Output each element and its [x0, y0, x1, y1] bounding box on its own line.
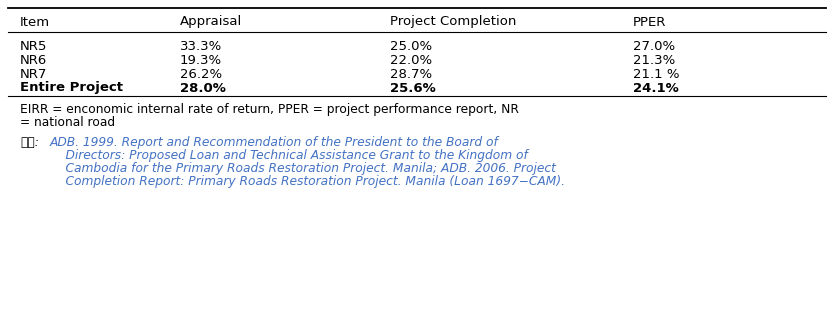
Text: Item: Item	[20, 15, 50, 29]
Text: EIRR = enconomic internal rate of return, PPER = project performance report, NR: EIRR = enconomic internal rate of return…	[20, 103, 519, 117]
Text: 자료:: 자료:	[20, 136, 39, 149]
Text: 28.0%: 28.0%	[180, 82, 226, 94]
Text: = national road: = national road	[20, 116, 115, 128]
Text: 24.1%: 24.1%	[633, 82, 679, 94]
Text: 25.6%: 25.6%	[390, 82, 435, 94]
Text: 21.1 %: 21.1 %	[633, 68, 680, 81]
Text: Project Completion: Project Completion	[390, 15, 516, 29]
Text: NR5: NR5	[20, 40, 47, 52]
Text: Cambodia for the Primary Roads Restoration Project. Manila; ADB. 2006. Project: Cambodia for the Primary Roads Restorati…	[50, 162, 556, 175]
Text: Completion Report: Primary Roads Restoration Project. Manila (Loan 1697−CAM).: Completion Report: Primary Roads Restora…	[50, 175, 565, 188]
Text: 21.3%: 21.3%	[633, 53, 675, 67]
Text: PPER: PPER	[633, 15, 666, 29]
Text: ADB. 1999. Report and Recommendation of the President to the Board of: ADB. 1999. Report and Recommendation of …	[50, 136, 499, 149]
Text: 19.3%: 19.3%	[180, 53, 222, 67]
Text: NR7: NR7	[20, 68, 47, 81]
Text: 33.3%: 33.3%	[180, 40, 222, 52]
Text: 27.0%: 27.0%	[633, 40, 675, 52]
Text: 25.0%: 25.0%	[390, 40, 432, 52]
Text: Appraisal: Appraisal	[180, 15, 242, 29]
Text: Entire Project: Entire Project	[20, 82, 123, 94]
Text: 26.2%: 26.2%	[180, 68, 222, 81]
Text: 28.7%: 28.7%	[390, 68, 432, 81]
Text: Directors: Proposed Loan and Technical Assistance Grant to the Kingdom of: Directors: Proposed Loan and Technical A…	[50, 149, 528, 162]
Text: 22.0%: 22.0%	[390, 53, 432, 67]
Text: NR6: NR6	[20, 53, 47, 67]
